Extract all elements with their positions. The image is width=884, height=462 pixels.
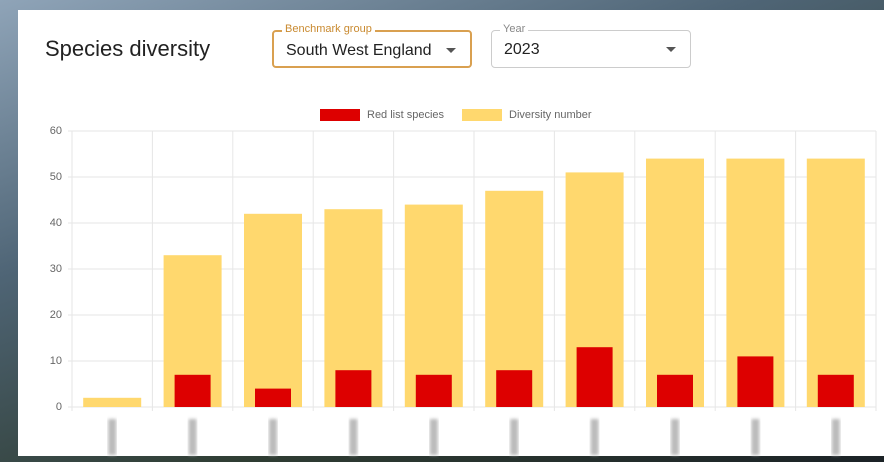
bar bbox=[817, 374, 854, 407]
bar bbox=[404, 204, 463, 407]
year-dropdown[interactable]: Year 2023 bbox=[491, 23, 691, 68]
blurred-category-label bbox=[269, 419, 277, 455]
bar bbox=[335, 370, 372, 407]
bar bbox=[255, 388, 291, 407]
blurred-category-label bbox=[108, 419, 117, 455]
blurred-category-label bbox=[510, 419, 519, 455]
dropdown-label: Year bbox=[500, 23, 529, 35]
blurred-category-label bbox=[188, 419, 197, 455]
blurred-category-label bbox=[349, 419, 358, 455]
bar bbox=[415, 374, 452, 407]
blurred-category-label bbox=[671, 419, 679, 455]
y-tick-label: 40 bbox=[50, 217, 62, 229]
y-tick-label: 30 bbox=[50, 263, 62, 275]
bar bbox=[657, 374, 693, 407]
dropdown-arrow bbox=[446, 48, 456, 53]
dropdown-value: South West England bbox=[286, 42, 432, 59]
y-tick-label: 0 bbox=[56, 401, 62, 413]
legend-label: Red list species bbox=[367, 109, 445, 121]
blurred-category-label bbox=[429, 419, 438, 455]
bar bbox=[496, 370, 533, 407]
bar bbox=[806, 158, 865, 407]
legend-swatch bbox=[320, 109, 360, 121]
blurred-category-label bbox=[751, 419, 760, 455]
y-tick-label: 50 bbox=[50, 171, 62, 183]
bar bbox=[244, 213, 302, 407]
legend-swatch bbox=[462, 109, 502, 121]
bar bbox=[83, 397, 142, 407]
y-tick-label: 20 bbox=[50, 309, 62, 321]
dropdown-label: Benchmark group bbox=[282, 23, 375, 35]
title: Species diversity bbox=[45, 36, 211, 61]
benchmark-dropdown[interactable]: Benchmark group South West England bbox=[272, 23, 472, 68]
blurred-category-label bbox=[831, 419, 840, 455]
y-tick-label: 10 bbox=[50, 355, 62, 367]
bar bbox=[576, 347, 613, 407]
bar bbox=[737, 356, 774, 407]
dropdown-value: 2023 bbox=[504, 41, 540, 58]
bar bbox=[174, 374, 211, 407]
y-tick-label: 60 bbox=[50, 125, 62, 137]
bar bbox=[646, 158, 704, 407]
dropdown-arrow bbox=[666, 47, 676, 52]
legend-label: Diversity number bbox=[509, 109, 592, 121]
blurred-category-label bbox=[590, 419, 599, 455]
